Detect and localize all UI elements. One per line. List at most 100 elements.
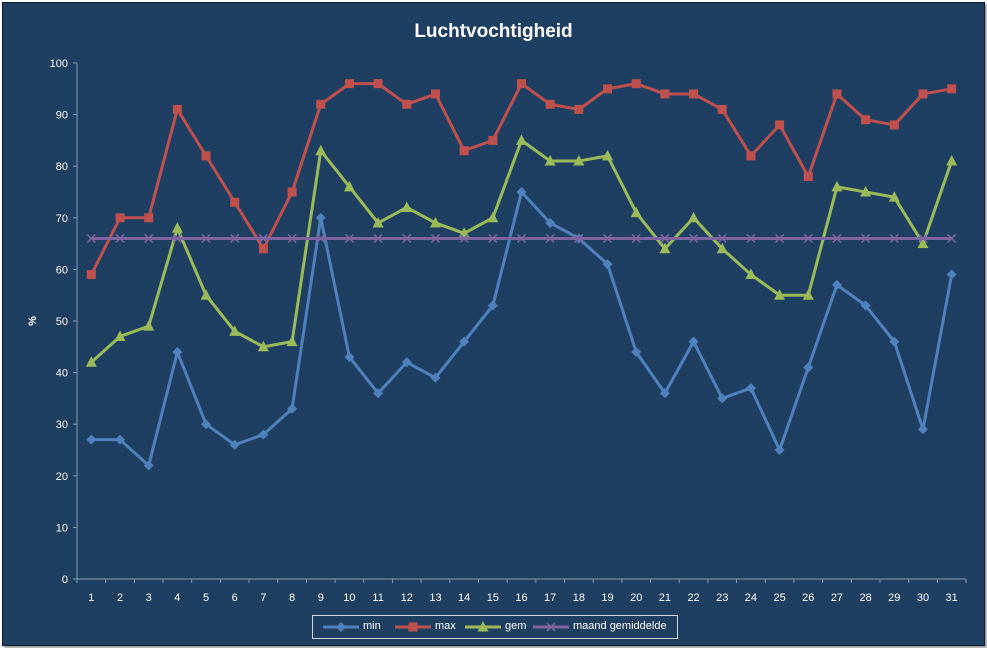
data-point-min	[459, 336, 470, 347]
data-point-maand-gemiddelde	[803, 233, 813, 244]
data-point-min	[774, 445, 785, 455]
x-tick-label: 5	[203, 592, 209, 604]
data-point-max	[344, 79, 354, 89]
legend-label: max	[435, 620, 456, 632]
data-point-min	[373, 388, 384, 399]
data-point-max	[775, 120, 785, 130]
x-tick-label: 24	[745, 592, 757, 604]
x-tick-label: 9	[318, 592, 324, 604]
data-point-max	[144, 213, 154, 223]
x-tick-label: 28	[860, 592, 872, 604]
y-tick-label: 20	[56, 471, 68, 483]
data-point-maand-gemiddelde	[287, 233, 297, 244]
x-tick-label: 31	[946, 592, 958, 604]
data-point-min	[430, 372, 441, 383]
data-point-gem	[659, 242, 671, 254]
data-point-gem	[602, 149, 614, 161]
data-point-maand-gemiddelde	[86, 233, 96, 244]
y-tick-label: 70	[56, 213, 68, 225]
x-tick-label: 19	[601, 592, 613, 604]
data-point-gem	[200, 289, 212, 300]
data-point-gem	[429, 216, 441, 228]
data-point-max	[889, 120, 899, 130]
data-point-gem	[372, 216, 384, 228]
x-tick-label: 13	[429, 592, 441, 604]
x-tick-label: 29	[888, 592, 900, 604]
x-tick-label: 15	[487, 592, 499, 604]
data-point-maand-gemiddelde	[746, 233, 756, 244]
legend-swatch-min	[323, 622, 359, 632]
data-point-gem	[343, 180, 355, 192]
data-point-gem	[143, 320, 155, 331]
data-point-maand-gemiddelde	[316, 233, 326, 244]
data-point-gem	[315, 144, 327, 156]
data-point-maand-gemiddelde	[516, 233, 527, 244]
data-point-min	[201, 419, 212, 430]
x-tick-label: 25	[773, 592, 785, 604]
data-point-max	[832, 89, 842, 99]
data-point-maand-gemiddelde	[861, 233, 871, 244]
data-point-min	[172, 346, 183, 357]
data-point-min	[803, 362, 814, 373]
data-point-max	[947, 84, 957, 94]
data-point-max	[201, 151, 211, 161]
legend-swatch-maand-gemiddelde	[533, 622, 569, 632]
x-tick-label: 21	[659, 592, 671, 604]
data-point-max	[115, 213, 125, 223]
x-tick-label: 17	[544, 592, 556, 604]
x-tick-label: 12	[401, 592, 413, 604]
y-tick-label: 40	[56, 368, 68, 380]
data-point-min	[315, 212, 326, 223]
data-point-maand-gemiddelde	[201, 233, 211, 244]
y-tick-label: 30	[56, 419, 68, 431]
data-point-min	[860, 300, 871, 311]
y-tick-label: 100	[50, 58, 68, 70]
data-point-max	[230, 197, 240, 207]
data-point-gem	[888, 191, 900, 202]
data-point-maand-gemiddelde	[172, 233, 182, 244]
data-point-min	[229, 439, 240, 450]
data-point-min	[516, 187, 527, 197]
data-point-gem	[257, 340, 269, 352]
data-point-min	[344, 352, 355, 363]
data-point-maand-gemiddelde	[717, 233, 727, 244]
data-point-min	[745, 383, 756, 394]
data-point-min	[717, 393, 728, 404]
y-tick-label: 0	[62, 574, 68, 586]
data-point-maand-gemiddelde	[230, 233, 240, 244]
y-tick-label: 10	[56, 522, 68, 534]
data-point-maand-gemiddelde	[918, 233, 928, 244]
data-point-min	[889, 336, 900, 347]
data-point-gem	[802, 289, 814, 300]
y-tick-label: 80	[56, 161, 68, 173]
legend-swatch-gem	[465, 621, 501, 632]
data-point-maand-gemiddelde	[144, 233, 154, 244]
data-point-gem	[831, 180, 843, 192]
data-point-min	[545, 217, 556, 228]
data-point-max	[517, 79, 526, 89]
data-point-max	[316, 99, 326, 109]
data-point-maand-gemiddelde	[430, 233, 441, 244]
data-point-max	[86, 270, 96, 280]
data-point-maand-gemiddelde	[688, 233, 699, 244]
data-point-min	[258, 429, 269, 440]
x-tick-label: 3	[146, 592, 152, 604]
data-point-maand-gemiddelde	[602, 233, 613, 244]
data-point-gem	[860, 186, 872, 197]
data-point-maand-gemiddelde	[660, 233, 670, 244]
data-point-gem	[171, 222, 183, 233]
x-tick-label: 14	[458, 592, 470, 604]
data-point-max	[660, 89, 670, 99]
data-point-max	[918, 89, 928, 99]
data-point-min	[631, 346, 642, 357]
data-point-max	[287, 187, 297, 197]
data-point-max	[631, 79, 641, 89]
data-point-max	[488, 135, 498, 145]
data-point-maand-gemiddelde	[889, 233, 899, 244]
x-tick-label: 18	[573, 592, 585, 604]
data-point-maand-gemiddelde	[459, 233, 469, 244]
data-point-min	[917, 424, 928, 435]
data-point-max	[574, 104, 584, 114]
x-tick-label: 11	[372, 592, 383, 604]
